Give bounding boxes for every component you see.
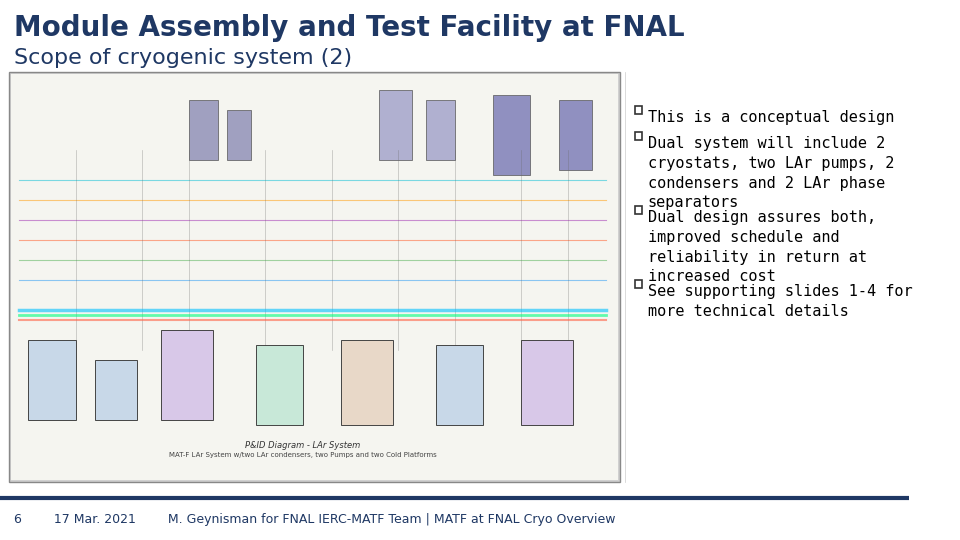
Bar xyxy=(635,280,642,288)
Bar xyxy=(635,106,642,114)
Bar xyxy=(521,340,573,425)
Text: Dual design assures both,
improved schedule and
reliability in return at
increas: Dual design assures both, improved sched… xyxy=(648,210,876,285)
Bar xyxy=(635,132,642,140)
Bar xyxy=(29,340,76,420)
Bar xyxy=(95,360,137,420)
Bar xyxy=(492,95,531,175)
Bar xyxy=(635,206,642,214)
Text: MAT-F LAr System w/two LAr condensers, two Pumps and two Cold Platforms: MAT-F LAr System w/two LAr condensers, t… xyxy=(169,452,437,458)
Bar xyxy=(436,345,483,425)
Text: This is a conceptual design: This is a conceptual design xyxy=(648,110,894,125)
Text: Scope of cryogenic system (2): Scope of cryogenic system (2) xyxy=(14,48,352,68)
Text: Dual system will include 2
cryostats, two LAr pumps, 2
condensers and 2 LAr phas: Dual system will include 2 cryostats, tw… xyxy=(648,136,894,211)
Bar xyxy=(379,90,412,160)
Text: 6        17 Mar. 2021        M. Geynisman for FNAL IERC-MATF Team | MATF at FNAL: 6 17 Mar. 2021 M. Geynisman for FNAL IER… xyxy=(14,514,615,526)
Bar xyxy=(255,345,303,425)
Bar xyxy=(559,100,592,170)
Text: See supporting slides 1-4 for
more technical details: See supporting slides 1-4 for more techn… xyxy=(648,284,913,319)
Bar xyxy=(12,74,618,480)
Bar xyxy=(189,100,218,160)
Bar xyxy=(161,330,213,420)
Text: Module Assembly and Test Facility at FNAL: Module Assembly and Test Facility at FNA… xyxy=(14,14,684,42)
Text: P&ID Diagram - LAr System: P&ID Diagram - LAr System xyxy=(246,441,361,449)
Bar xyxy=(10,72,620,482)
Bar xyxy=(426,100,455,160)
Bar xyxy=(228,110,251,160)
Bar xyxy=(341,340,393,425)
